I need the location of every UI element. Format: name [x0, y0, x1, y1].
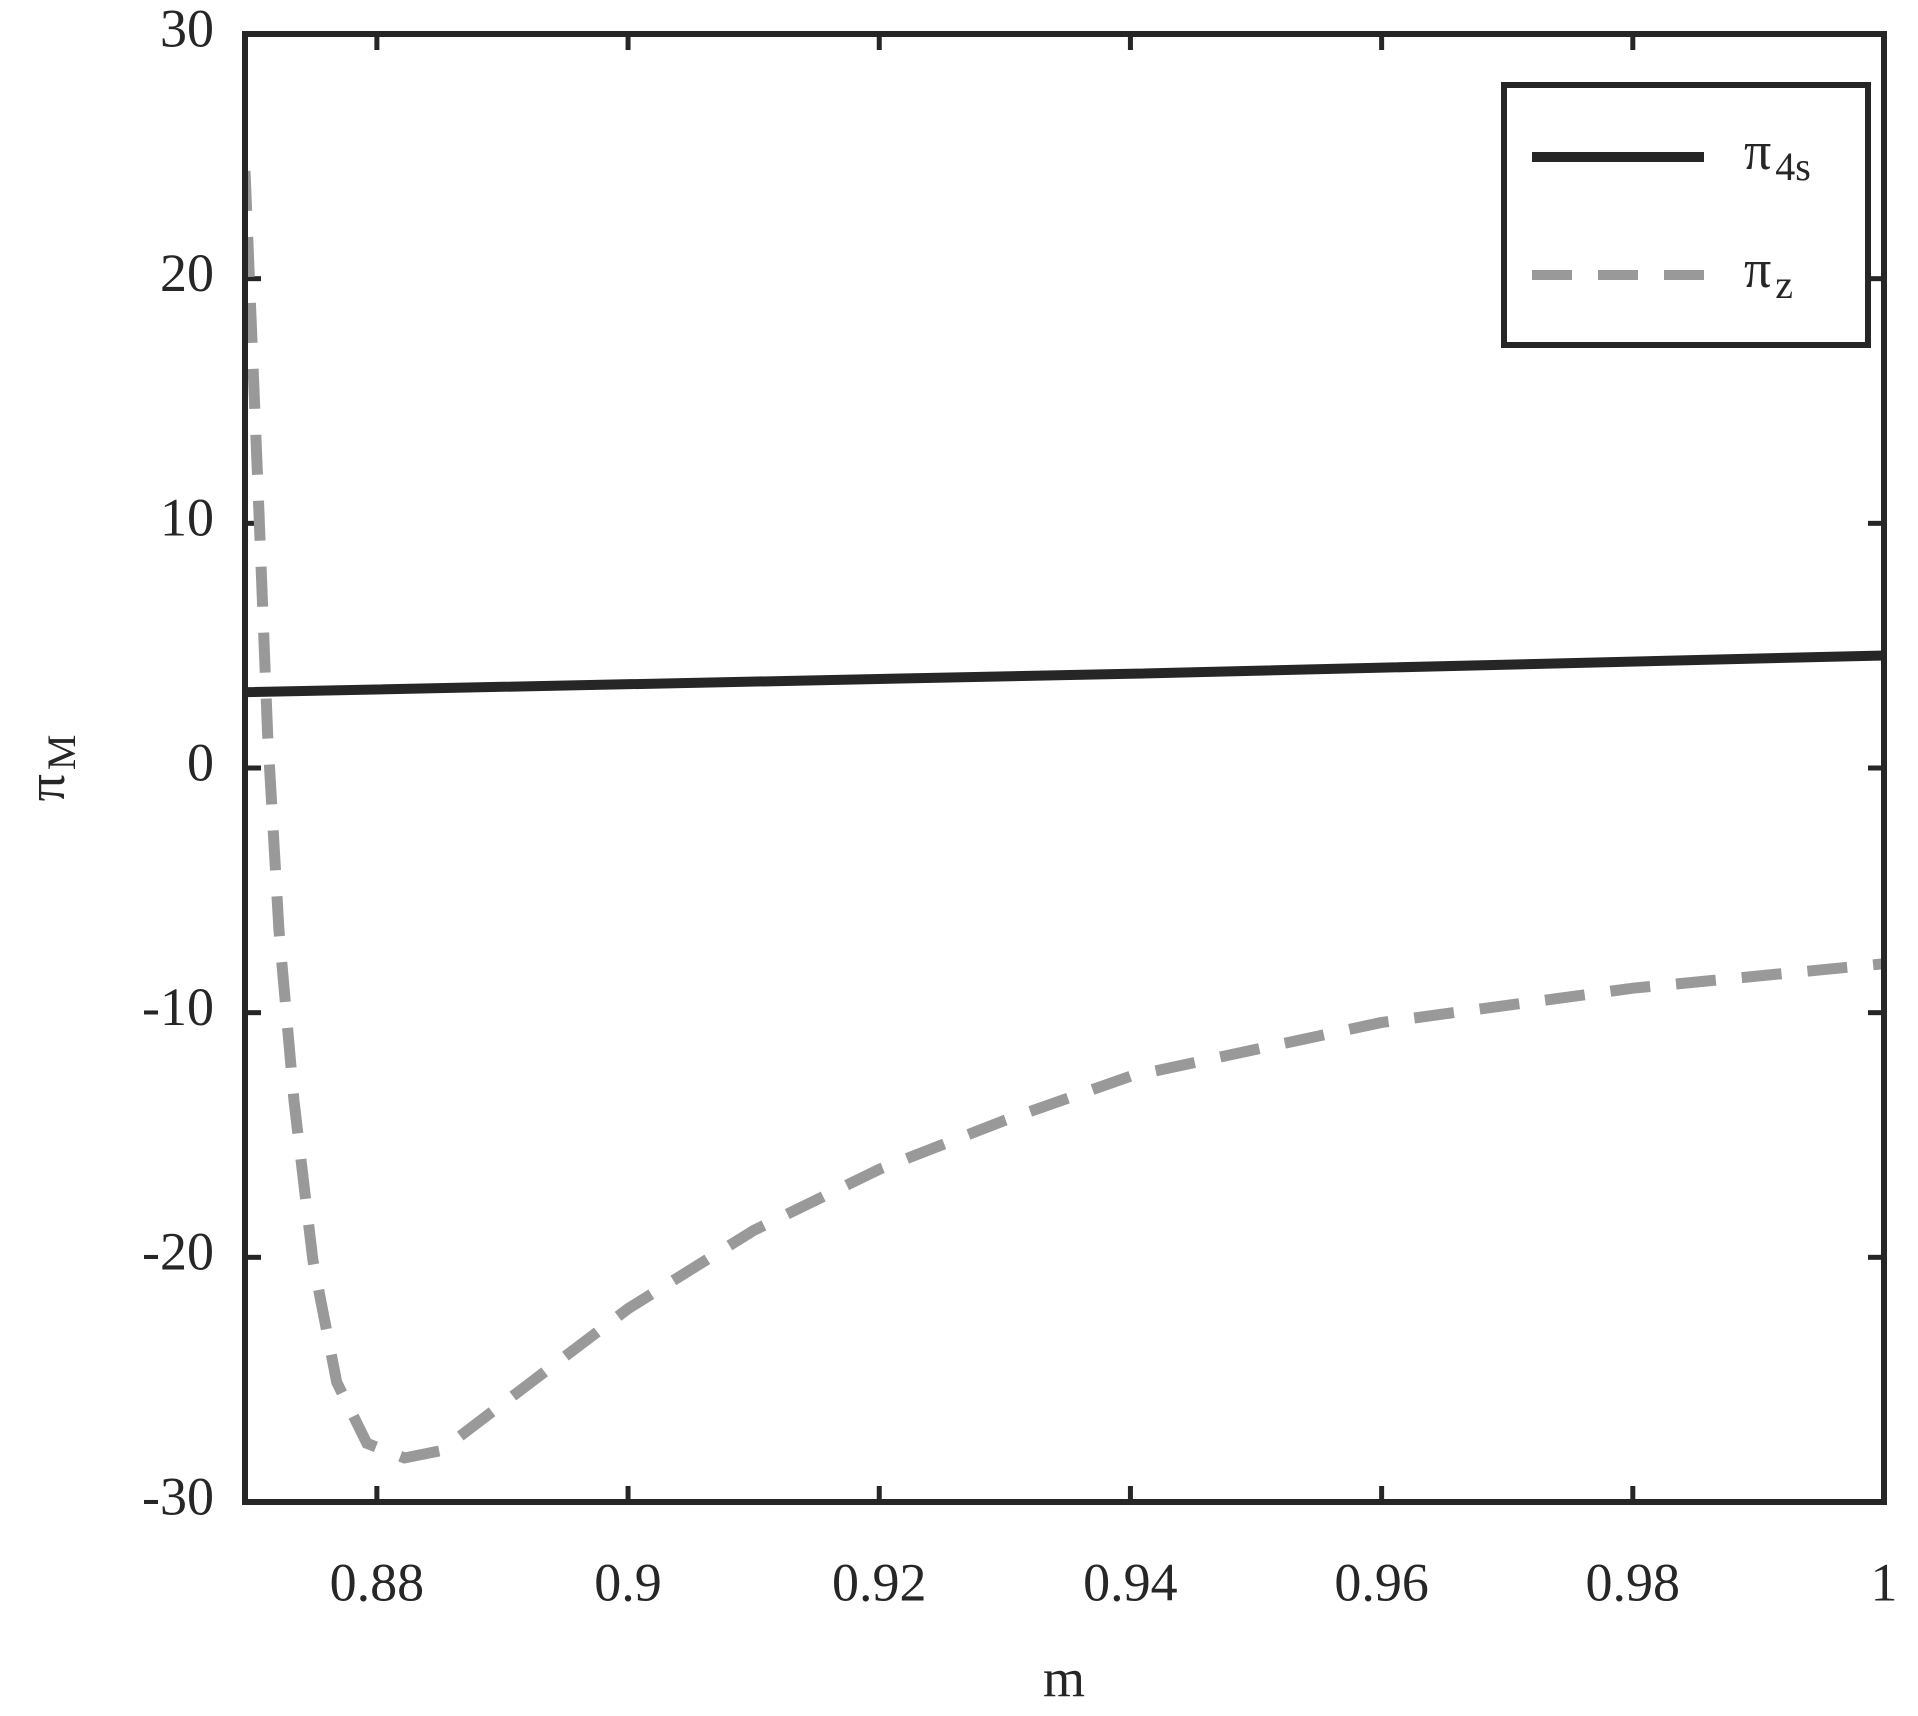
plot-area — [245, 170, 1884, 1464]
x-tick-label: 0.98 — [1586, 1552, 1681, 1612]
y-tick-label: 20 — [160, 243, 214, 303]
x-tick-label: 0.94 — [1083, 1552, 1178, 1612]
x-axis-label: m — [1043, 1648, 1085, 1708]
x-tick-label: 0.88 — [330, 1552, 425, 1612]
x-tick-label: 0.92 — [832, 1552, 927, 1612]
y-tick-label: -20 — [142, 1222, 214, 1282]
y-tick-label: 30 — [160, 0, 214, 58]
plot-frame — [242, 31, 1887, 1505]
y-tick-label: 0 — [187, 732, 214, 792]
line-series — [245, 170, 1884, 1464]
x-tick-label: 1 — [1871, 1552, 1898, 1612]
y-tick-label: 10 — [160, 488, 214, 548]
y-tick-label: -10 — [142, 977, 214, 1037]
line-series — [245, 650, 1884, 698]
legend-label: π 4s — [1744, 121, 1811, 189]
x-tick-label: 0.9 — [594, 1552, 662, 1612]
y-tick-label: -30 — [142, 1466, 214, 1526]
y-axis-label: πM — [16, 735, 84, 802]
legend-box — [1501, 82, 1871, 348]
x-tick-label: 0.96 — [1334, 1552, 1429, 1612]
